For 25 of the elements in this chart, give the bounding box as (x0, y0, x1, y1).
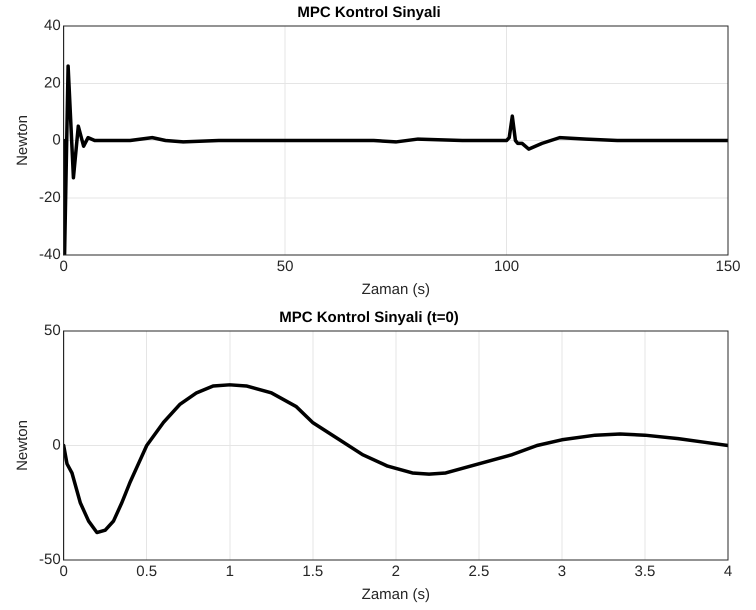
x-tick-label: 0.5 (136, 563, 158, 580)
x-tick-label: 1.5 (302, 563, 324, 580)
x-tick-label: 100 (494, 258, 520, 276)
y-tick-label: -20 (38, 188, 61, 206)
y-tick-label: 20 (44, 74, 61, 92)
y-tick-label: -40 (38, 246, 61, 264)
x-tick-label: 4 (724, 563, 732, 580)
chart-title: MPC Kontrol Sinyali (297, 4, 441, 22)
x-axis-title: Zaman (s) (362, 586, 430, 604)
x-axis-title: Zaman (s) (362, 281, 430, 298)
x-tick-label: 50 (276, 258, 294, 276)
y-tick-label: 50 (44, 322, 61, 340)
x-tick-label: 2 (392, 563, 400, 580)
y-tick-label: 0 (52, 132, 61, 149)
x-tick-label: 3.5 (634, 563, 656, 580)
y-axis-title: Newton (14, 115, 32, 166)
y-tick-label: -50 (38, 551, 61, 568)
chart-title: MPC Kontrol Sinyali (t=0) (279, 309, 459, 326)
x-tick-label: 150 (715, 258, 741, 276)
y-tick-label: 0 (52, 436, 61, 454)
y-axis-title: Newton (14, 420, 32, 471)
x-tick-label: 1 (226, 563, 234, 580)
x-tick-label: 2.5 (468, 563, 490, 580)
x-tick-label: 3 (558, 563, 566, 580)
y-tick-label: 40 (44, 17, 61, 34)
